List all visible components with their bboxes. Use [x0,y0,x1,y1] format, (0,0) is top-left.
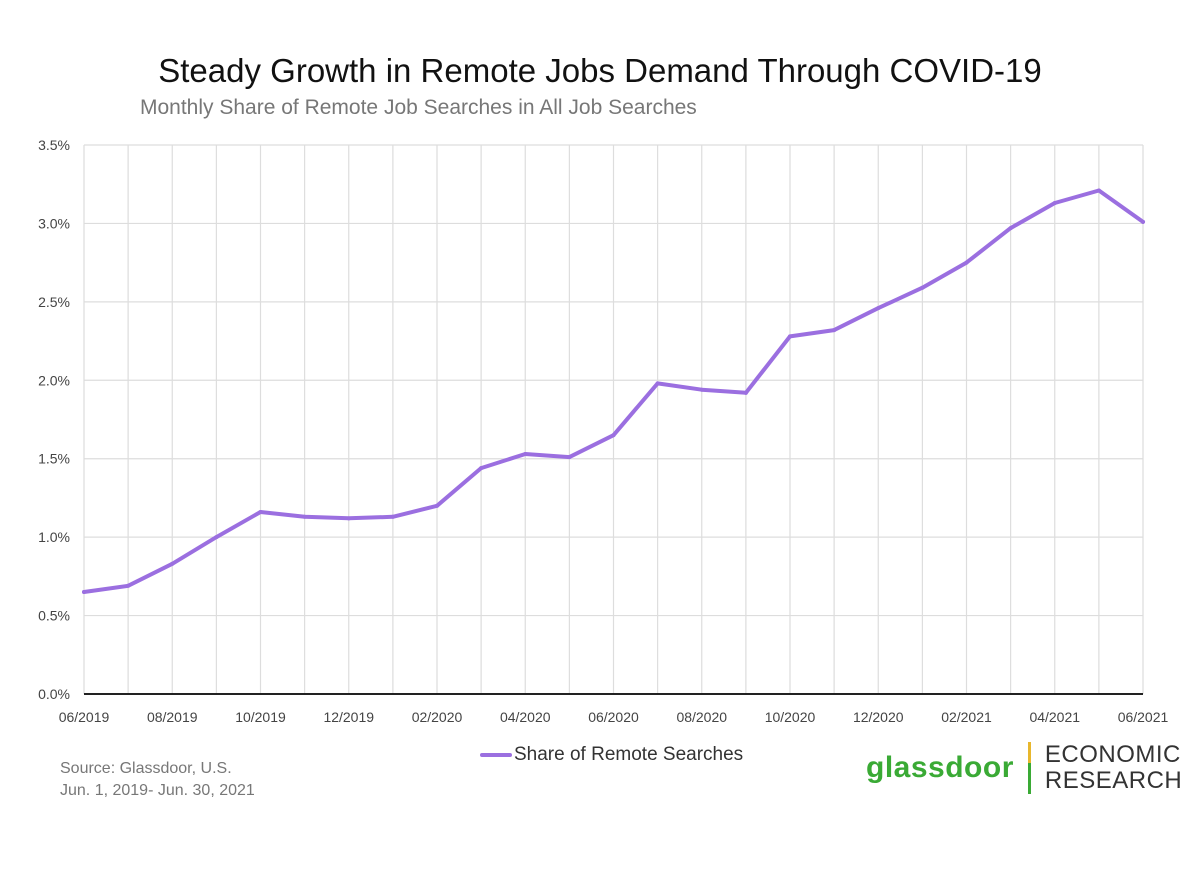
legend-swatch [480,753,512,757]
y-tick-label: 3.5% [38,137,70,153]
y-tick-label: 1.0% [38,529,70,545]
chart-title: Steady Growth in Remote Jobs Demand Thro… [158,52,1042,89]
x-tick-label: 12/2019 [323,709,374,725]
data-point [258,510,263,515]
x-tick-label: 10/2020 [765,709,816,725]
y-tick-label: 0.0% [38,686,70,702]
data-point [1141,219,1145,224]
data-point [788,334,792,339]
x-tick-label: 08/2019 [147,709,198,725]
y-tick-label: 0.5% [38,608,70,624]
data-point [567,455,572,460]
x-tick-label: 06/2020 [588,709,639,725]
source-line-2: Jun. 1, 2019- Jun. 30, 2021 [60,782,255,799]
source-line-1: Source: Glassdoor, U.S. [60,760,232,777]
data-point [699,387,704,392]
x-tick-label: 12/2020 [853,709,904,725]
data-point [170,561,175,566]
data-point [126,583,131,588]
y-tick-label: 3.0% [38,215,70,231]
glassdoor-logo: glassdoor ECONOMIC RESEARCH [866,742,1182,794]
tick-labels: 0.0% 0.5% 1.0% 1.5% 2.0% 2.5% 3.0% 3.5% 06/2019 0… [38,137,1168,725]
x-tick-label: 06/2021 [1118,709,1169,725]
data-point [1052,201,1057,206]
data-point [479,466,484,471]
y-tick-label: 2.0% [38,372,70,388]
data-point [346,516,351,521]
data-point [1096,188,1101,193]
data-point [832,328,837,333]
legend: Share of Remote Searches [480,744,743,766]
data-point [390,514,395,519]
legend-label: Share of Remote Searches [514,744,744,765]
data-point [920,285,925,290]
data-point [743,390,748,395]
source-note: Source: Glassdoor, U.S. Jun. 1, 2019- Ju… [60,758,255,802]
y-tick-label: 2.5% [38,294,70,310]
logo-divider [1027,742,1031,794]
x-tick-label: 10/2019 [235,709,286,725]
data-point [611,433,616,438]
x-tick-label: 04/2020 [500,709,551,725]
x-tick-label: 04/2021 [1029,709,1080,725]
chart-subtitle: Monthly Share of Remote Job Searches in … [140,96,697,119]
logo-brand: glassdoor [866,751,1014,784]
data-point [655,381,660,386]
logo-text-line-1: ECONOMIC [1044,741,1181,768]
x-tick-label: 06/2019 [59,709,110,725]
logo-text: ECONOMIC RESEARCH [1045,742,1182,794]
data-point [435,503,439,508]
y-tick-label: 1.5% [38,451,70,467]
data-point [523,452,528,457]
gridlines [83,144,1144,694]
data-point [214,535,219,540]
series-lines [82,188,1145,595]
data-point [82,590,86,595]
x-tick-label: 02/2020 [412,709,463,725]
data-point [302,514,307,519]
x-tick-label: 08/2020 [676,709,727,725]
data-point [964,260,969,265]
data-point [1008,226,1013,231]
data-point [876,306,881,311]
x-tick-label: 02/2021 [941,709,992,725]
logo-text-line-2: RESEARCH [1044,767,1183,794]
